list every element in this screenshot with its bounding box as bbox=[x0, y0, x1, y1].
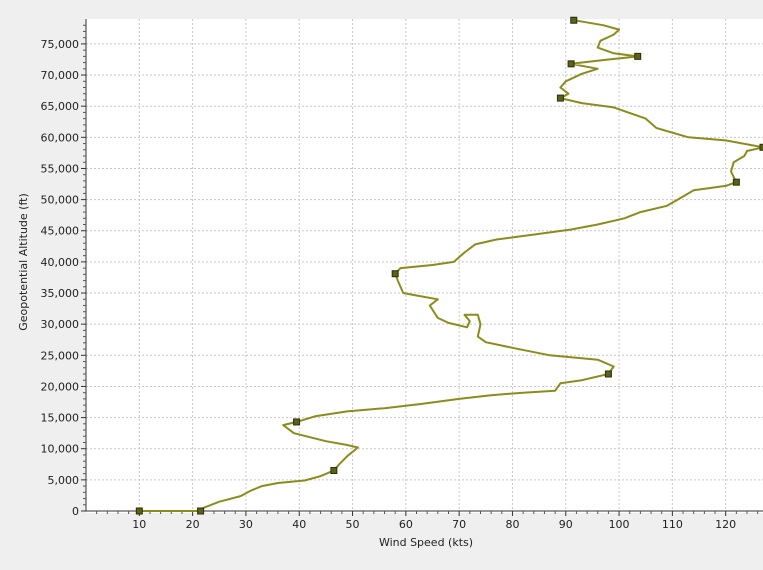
y-tick-label: 55,000 bbox=[41, 162, 80, 175]
y-tick-label: 65,000 bbox=[41, 100, 80, 113]
data-point-marker bbox=[197, 507, 205, 515]
data-point-marker bbox=[604, 370, 612, 378]
y-tick-label: 50,000 bbox=[41, 194, 80, 207]
x-tick-label: 120 bbox=[715, 518, 736, 531]
data-point-marker bbox=[556, 94, 564, 102]
y-axis-title: Geopotential Altitude (ft) bbox=[17, 193, 30, 331]
data-point-marker bbox=[759, 143, 763, 151]
data-point-marker bbox=[634, 52, 642, 60]
y-tick-label: 5,000 bbox=[48, 474, 80, 487]
data-point-marker bbox=[293, 418, 301, 426]
y-tick-label: 45,000 bbox=[41, 225, 80, 238]
grid-lines bbox=[86, 19, 763, 512]
x-tick-label: 20 bbox=[186, 518, 200, 531]
data-point-marker bbox=[135, 507, 143, 515]
y-tick-label: 25,000 bbox=[41, 349, 80, 362]
x-tick-label: 80 bbox=[505, 518, 519, 531]
y-tick-label: 70,000 bbox=[41, 69, 80, 82]
data-point-marker bbox=[570, 16, 578, 24]
x-tick-label: 90 bbox=[559, 518, 573, 531]
y-tick-label: 35,000 bbox=[41, 287, 80, 300]
x-tick-label: 50 bbox=[346, 518, 360, 531]
x-axis-ticks: 10 20 30 40 50 60 70 80 90 100 110 120 bbox=[96, 511, 759, 531]
x-tick-label: 100 bbox=[609, 518, 630, 531]
series-group bbox=[135, 16, 763, 515]
x-tick-label: 40 bbox=[292, 518, 306, 531]
x-tick-label: 10 bbox=[132, 518, 146, 531]
y-tick-label: 60,000 bbox=[41, 131, 80, 144]
y-tick-label: 30,000 bbox=[41, 318, 80, 331]
y-axis-ticks: 0 5,000 10,000 15,000 20,000 25,000 30,000 35,0… bbox=[41, 24, 86, 518]
x-tick-label: 60 bbox=[399, 518, 413, 531]
x-axis-title: Wind Speed (kts) bbox=[379, 536, 473, 549]
y-tick-label: 75,000 bbox=[41, 38, 80, 51]
y-tick-label: 0 bbox=[72, 505, 79, 518]
y-tick-label: 20,000 bbox=[41, 380, 80, 393]
x-tick-label: 30 bbox=[239, 518, 253, 531]
data-point-marker bbox=[567, 60, 575, 68]
y-tick-label: 40,000 bbox=[41, 256, 80, 269]
x-tick-label: 110 bbox=[662, 518, 683, 531]
y-tick-label: 15,000 bbox=[41, 412, 80, 425]
x-tick-label: 70 bbox=[452, 518, 466, 531]
data-point-marker bbox=[330, 467, 338, 475]
data-point-marker bbox=[391, 270, 399, 278]
y-tick-label: 10,000 bbox=[41, 443, 80, 456]
data-point-marker bbox=[732, 178, 740, 186]
series-line bbox=[139, 19, 763, 512]
